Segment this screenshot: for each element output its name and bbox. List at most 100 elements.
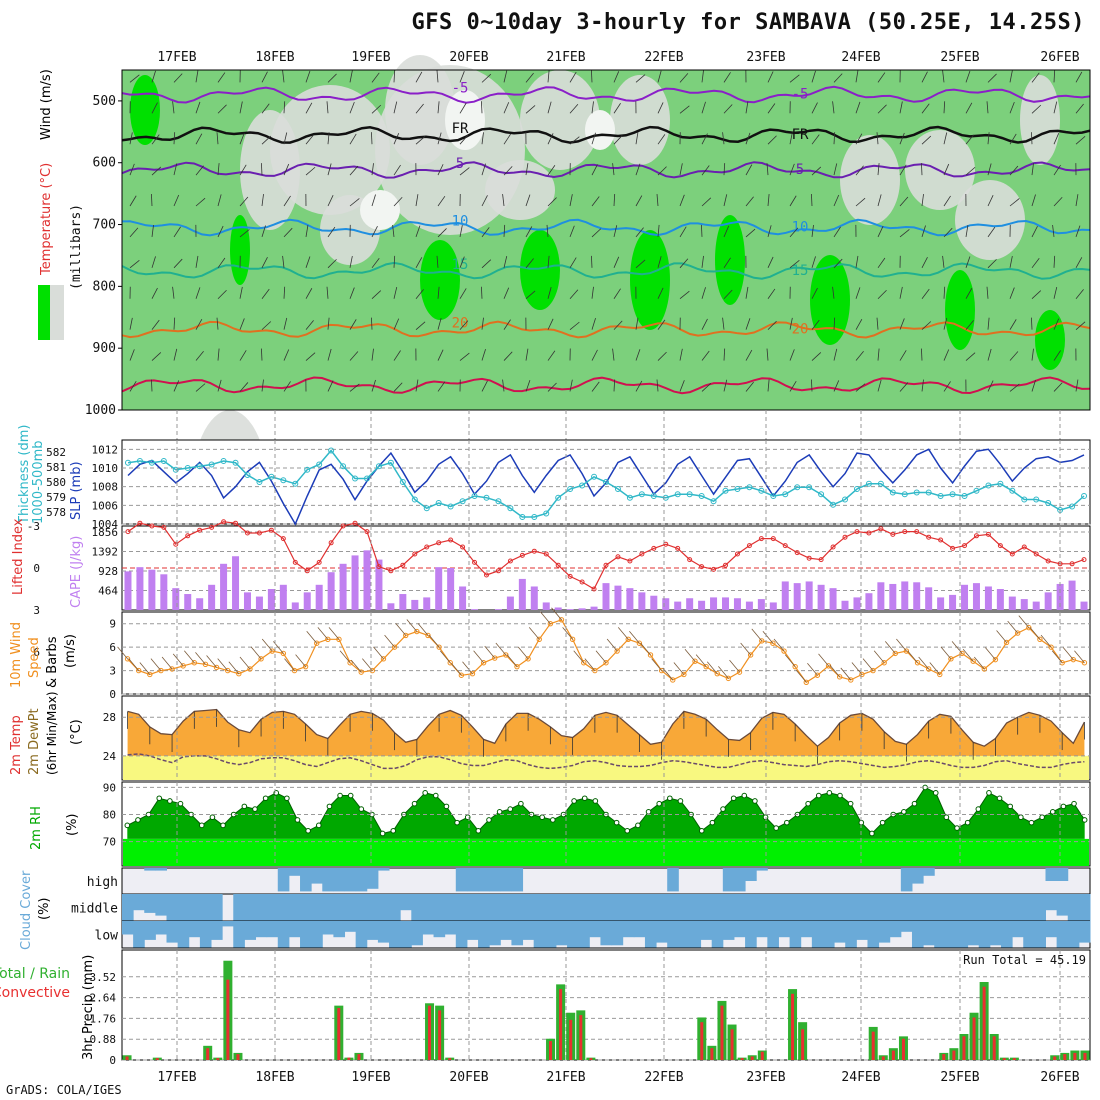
cloud-bar-middle [466, 894, 479, 921]
wind-barb [371, 104, 382, 114]
cloud-bar-low [211, 921, 223, 940]
wind-barb [173, 226, 181, 238]
cape-bar [805, 581, 813, 610]
cape-bar [339, 563, 347, 610]
lifted-index-point [197, 527, 203, 533]
rh-point [815, 792, 822, 799]
cape-bar [853, 597, 861, 610]
precip-convective-bar [1002, 1058, 1006, 1060]
lifted-index-point [531, 548, 537, 554]
wind-barb [591, 381, 600, 392]
cloud-bar-low [1012, 921, 1024, 938]
wind-speed-point [725, 675, 732, 682]
cloud-bar-high [300, 868, 312, 892]
dewpoint-area [123, 755, 1089, 780]
rh-point [411, 800, 418, 807]
wind-barb [789, 132, 793, 145]
cloud-bar-high [333, 868, 346, 892]
cape-bar [1044, 592, 1052, 610]
wind-barb [437, 349, 444, 361]
lifted-index-point [926, 534, 932, 540]
wind-barb [129, 74, 140, 83]
thickness-point [208, 461, 215, 468]
wind-barb [129, 132, 133, 145]
slp-tick-label: 1008 [92, 481, 119, 494]
thickness-point [567, 486, 574, 492]
ylabel-millibars: (millibars) [69, 204, 84, 290]
wind-barb [349, 255, 353, 268]
cloud-bar-low [500, 921, 512, 940]
cloud-bar-low [177, 921, 190, 948]
series-line-10m-wind [127, 619, 1085, 684]
cloud-bar-low [800, 921, 813, 938]
ylabel-cape: CAPE (J/kg) [69, 536, 84, 608]
wind-barb [503, 256, 508, 268]
cloud-bar-low [1067, 921, 1080, 948]
wind-barb [943, 101, 946, 114]
wind-barb [569, 103, 579, 114]
ylabel-2m-dewpt: 2m DewPt [27, 708, 42, 775]
wind-barb [855, 350, 864, 361]
rh-point [1039, 814, 1045, 821]
cloud-bar-low [633, 921, 646, 938]
wind-barb [767, 103, 776, 114]
wind-speed-point [981, 666, 987, 672]
wind-barb [1031, 104, 1042, 114]
rh-point [1018, 814, 1024, 821]
thickness-point [172, 466, 179, 473]
wind-barb [921, 225, 926, 238]
cloud-bar-middle [344, 894, 357, 921]
rh-point [135, 817, 141, 823]
thickness-point [292, 480, 299, 487]
wind-barb [261, 379, 264, 392]
thickness-point [842, 496, 849, 503]
wind-barb [415, 194, 419, 207]
wind-speed-point [592, 667, 598, 674]
thickness-point [818, 491, 825, 498]
ylabel-total-rain: Total / Rain [0, 966, 70, 982]
wind-barb [415, 71, 423, 83]
wind-barb [459, 71, 465, 83]
rh-point [667, 795, 673, 802]
rh-point [390, 827, 397, 834]
wind-barb [239, 132, 245, 145]
wind-barb [723, 194, 728, 207]
cloud-bar-low [389, 921, 401, 948]
temperature-contour [121, 85, 1091, 104]
wind-barb [613, 135, 623, 145]
wind-barb [283, 195, 291, 207]
wind-speed-point [202, 661, 209, 668]
wind-speed-point [836, 674, 843, 680]
wind-barb [371, 317, 373, 330]
wind-barb [393, 164, 401, 176]
wind-speed-point [247, 666, 253, 672]
rh-dry-area [840, 135, 900, 225]
cloud-bar-low [867, 921, 880, 948]
lifted-index-point [472, 559, 478, 565]
wind-barb [459, 256, 465, 268]
thickness-point [722, 487, 729, 494]
wind-barb [943, 195, 951, 207]
rh-point [581, 795, 588, 802]
cloud-bar-high [144, 868, 156, 871]
wind-barb [437, 101, 440, 114]
wind-speed-point [391, 644, 398, 650]
lifted-index-point [388, 568, 394, 574]
wind-speed-point [380, 656, 387, 662]
wind-barb [833, 132, 836, 145]
cloud-bar-low [778, 921, 791, 938]
wind-speed-point [914, 660, 921, 666]
wind-barb [877, 289, 887, 300]
wind-barb [195, 70, 199, 83]
wind-barb [151, 319, 160, 330]
lifted-index-point [770, 536, 776, 542]
wind-barb [239, 382, 249, 392]
wind-barb [1075, 321, 1086, 330]
cloud-bar-low [667, 921, 679, 948]
wind-barb [305, 70, 311, 83]
wind-barb [129, 259, 140, 269]
rh-very-dry-area [585, 110, 615, 150]
cape-tick-label: 464 [98, 585, 118, 598]
rh-point [592, 798, 599, 804]
thickness-point [949, 491, 956, 498]
